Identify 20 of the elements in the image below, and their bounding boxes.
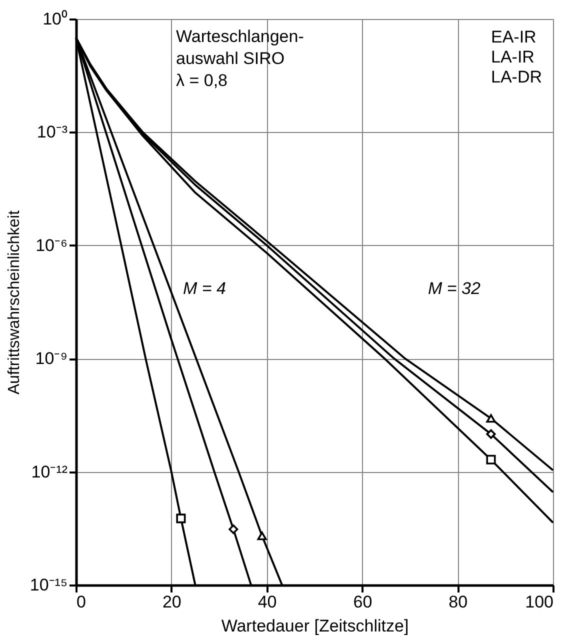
x-tick-label: 100 bbox=[525, 592, 554, 612]
y-axis-title: Auftrittswahrscheinlichkeit bbox=[6, 210, 23, 395]
x-axis-title: Wartedauer [Zeitschlitze] bbox=[221, 616, 409, 636]
annotation: λ = 0,8 bbox=[176, 71, 228, 90]
y-tick-label: 10⁻⁶ bbox=[36, 236, 68, 255]
text: LA-IR bbox=[491, 48, 534, 66]
annotation: M = 4 bbox=[183, 279, 226, 298]
y-tick-label: 10⁻⁹ bbox=[35, 349, 68, 368]
y-tick-label: 10⁻¹² bbox=[31, 462, 68, 482]
x-tick-label: 60 bbox=[353, 592, 372, 612]
y-tick-label: 10⁻¹⁵ bbox=[30, 576, 68, 594]
x-tick-label: 80 bbox=[448, 592, 468, 612]
x-tick-label: 40 bbox=[258, 592, 277, 612]
x-tick-label: 0 bbox=[76, 592, 86, 612]
y-tick-label: 10⁻³ bbox=[36, 122, 68, 142]
x-tick-label: 20 bbox=[162, 592, 182, 612]
text: LA-DR bbox=[491, 68, 542, 86]
y-tick-label: 10⁰ bbox=[42, 10, 68, 28]
text: EA-IR bbox=[491, 28, 536, 46]
annotation: M = 32 bbox=[428, 279, 481, 298]
